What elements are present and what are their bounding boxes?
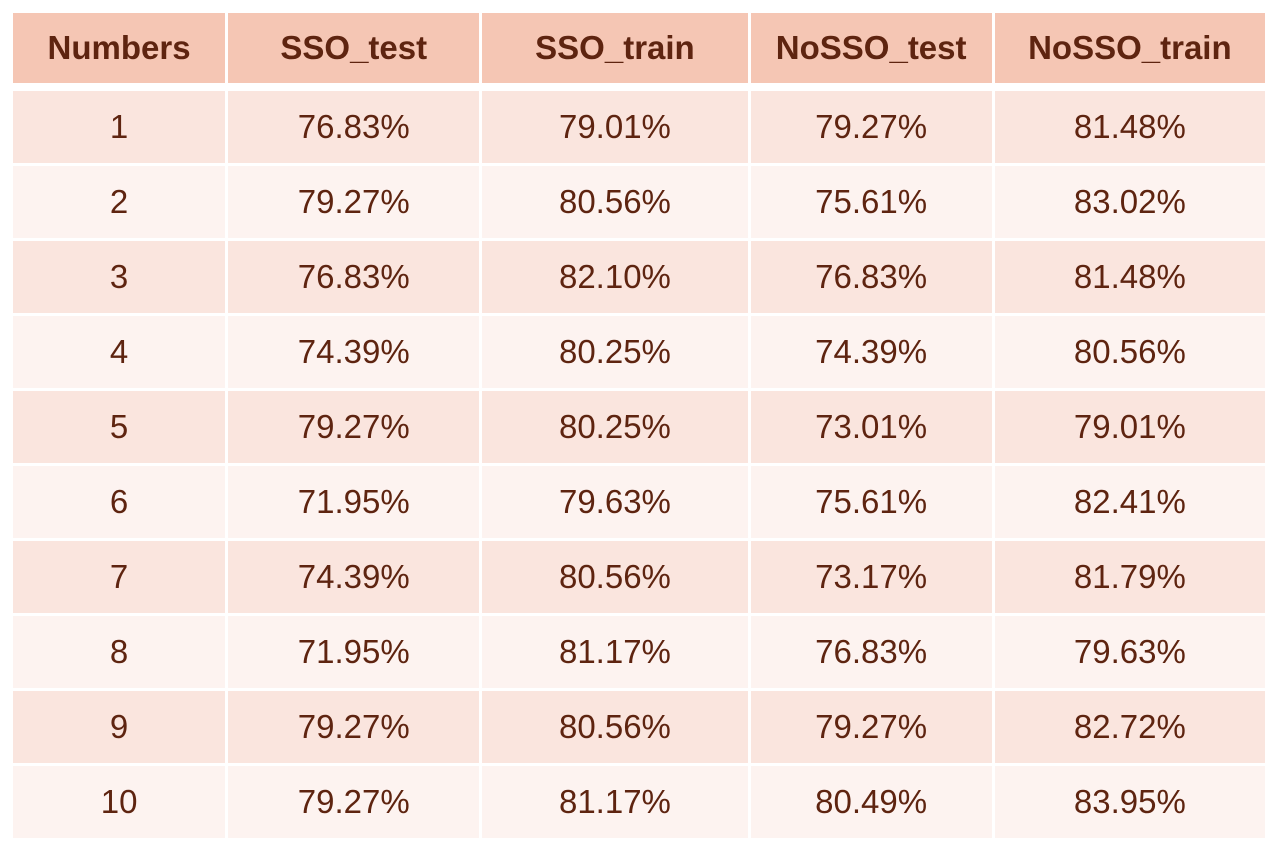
- cell-sso-test: 74.39%: [228, 541, 480, 613]
- cell-nosso-test: 74.39%: [750, 316, 992, 388]
- cell-numbers: 9: [13, 691, 226, 763]
- cell-sso-train: 82.10%: [482, 241, 748, 313]
- cell-numbers: 2: [13, 166, 226, 238]
- cell-numbers: 4: [13, 316, 226, 388]
- cell-nosso-test: 80.49%: [750, 766, 992, 838]
- table-row: 3 76.83% 82.10% 76.83% 81.48%: [13, 241, 1265, 313]
- cell-sso-train: 80.56%: [482, 166, 748, 238]
- cell-nosso-test: 73.01%: [750, 391, 992, 463]
- cell-nosso-train: 83.02%: [994, 166, 1265, 238]
- cell-nosso-test: 73.17%: [750, 541, 992, 613]
- cell-sso-train: 81.17%: [482, 616, 748, 688]
- cell-nosso-train: 81.79%: [994, 541, 1265, 613]
- cell-nosso-train: 83.95%: [994, 766, 1265, 838]
- cell-nosso-train: 80.56%: [994, 316, 1265, 388]
- cell-nosso-test: 76.83%: [750, 616, 992, 688]
- cell-sso-test: 71.95%: [228, 466, 480, 538]
- cell-nosso-train: 82.72%: [994, 691, 1265, 763]
- cell-nosso-train: 81.48%: [994, 241, 1265, 313]
- cell-nosso-test: 79.27%: [750, 691, 992, 763]
- cell-nosso-train: 79.01%: [994, 391, 1265, 463]
- cell-sso-train: 80.25%: [482, 391, 748, 463]
- table-body: 1 76.83% 79.01% 79.27% 81.48% 2 79.27% 80.56% 75…: [13, 91, 1265, 838]
- cell-sso-train: 80.25%: [482, 316, 748, 388]
- table-row: 9 79.27% 80.56% 79.27% 82.72%: [13, 691, 1265, 763]
- results-table-container: Numbers SSO_test SSO_train NoSSO_test NoSSO_…: [10, 10, 1268, 841]
- table-row: 8 71.95% 81.17% 76.83% 79.63%: [13, 616, 1265, 688]
- cell-sso-train: 81.17%: [482, 766, 748, 838]
- cell-numbers: 7: [13, 541, 226, 613]
- cell-sso-test: 79.27%: [228, 766, 480, 838]
- table-row: 4 74.39% 80.25% 74.39% 80.56%: [13, 316, 1265, 388]
- cell-numbers: 5: [13, 391, 226, 463]
- cell-sso-train: 79.01%: [482, 91, 748, 163]
- cell-sso-test: 79.27%: [228, 166, 480, 238]
- cell-numbers: 3: [13, 241, 226, 313]
- cell-sso-test: 76.83%: [228, 241, 480, 313]
- cell-nosso-train: 79.63%: [994, 616, 1265, 688]
- results-table: Numbers SSO_test SSO_train NoSSO_test NoSSO_…: [10, 10, 1268, 841]
- table-row: 1 76.83% 79.01% 79.27% 81.48%: [13, 91, 1265, 163]
- cell-numbers: 6: [13, 466, 226, 538]
- table-row: 10 79.27% 81.17% 80.49% 83.95%: [13, 766, 1265, 838]
- cell-nosso-test: 79.27%: [750, 91, 992, 163]
- cell-nosso-test: 75.61%: [750, 466, 992, 538]
- cell-sso-test: 79.27%: [228, 691, 480, 763]
- cell-sso-test: 79.27%: [228, 391, 480, 463]
- cell-numbers: 1: [13, 91, 226, 163]
- cell-sso-train: 80.56%: [482, 691, 748, 763]
- table-row: 2 79.27% 80.56% 75.61% 83.02%: [13, 166, 1265, 238]
- column-header-numbers: Numbers: [13, 13, 226, 88]
- cell-nosso-test: 75.61%: [750, 166, 992, 238]
- column-header-sso-train: SSO_train: [482, 13, 748, 88]
- cell-sso-test: 71.95%: [228, 616, 480, 688]
- table-row: 6 71.95% 79.63% 75.61% 82.41%: [13, 466, 1265, 538]
- cell-numbers: 8: [13, 616, 226, 688]
- cell-nosso-train: 82.41%: [994, 466, 1265, 538]
- header-row: Numbers SSO_test SSO_train NoSSO_test NoSSO_…: [13, 13, 1265, 88]
- table-row: 7 74.39% 80.56% 73.17% 81.79%: [13, 541, 1265, 613]
- table-row: 5 79.27% 80.25% 73.01% 79.01%: [13, 391, 1265, 463]
- table-header: Numbers SSO_test SSO_train NoSSO_test NoSSO_…: [13, 13, 1265, 88]
- cell-sso-train: 79.63%: [482, 466, 748, 538]
- column-header-sso-test: SSO_test: [228, 13, 480, 88]
- cell-sso-train: 80.56%: [482, 541, 748, 613]
- cell-nosso-test: 76.83%: [750, 241, 992, 313]
- column-header-nosso-train: NoSSO_train: [994, 13, 1265, 88]
- cell-sso-test: 74.39%: [228, 316, 480, 388]
- cell-nosso-train: 81.48%: [994, 91, 1265, 163]
- cell-sso-test: 76.83%: [228, 91, 480, 163]
- column-header-nosso-test: NoSSO_test: [750, 13, 992, 88]
- cell-numbers: 10: [13, 766, 226, 838]
